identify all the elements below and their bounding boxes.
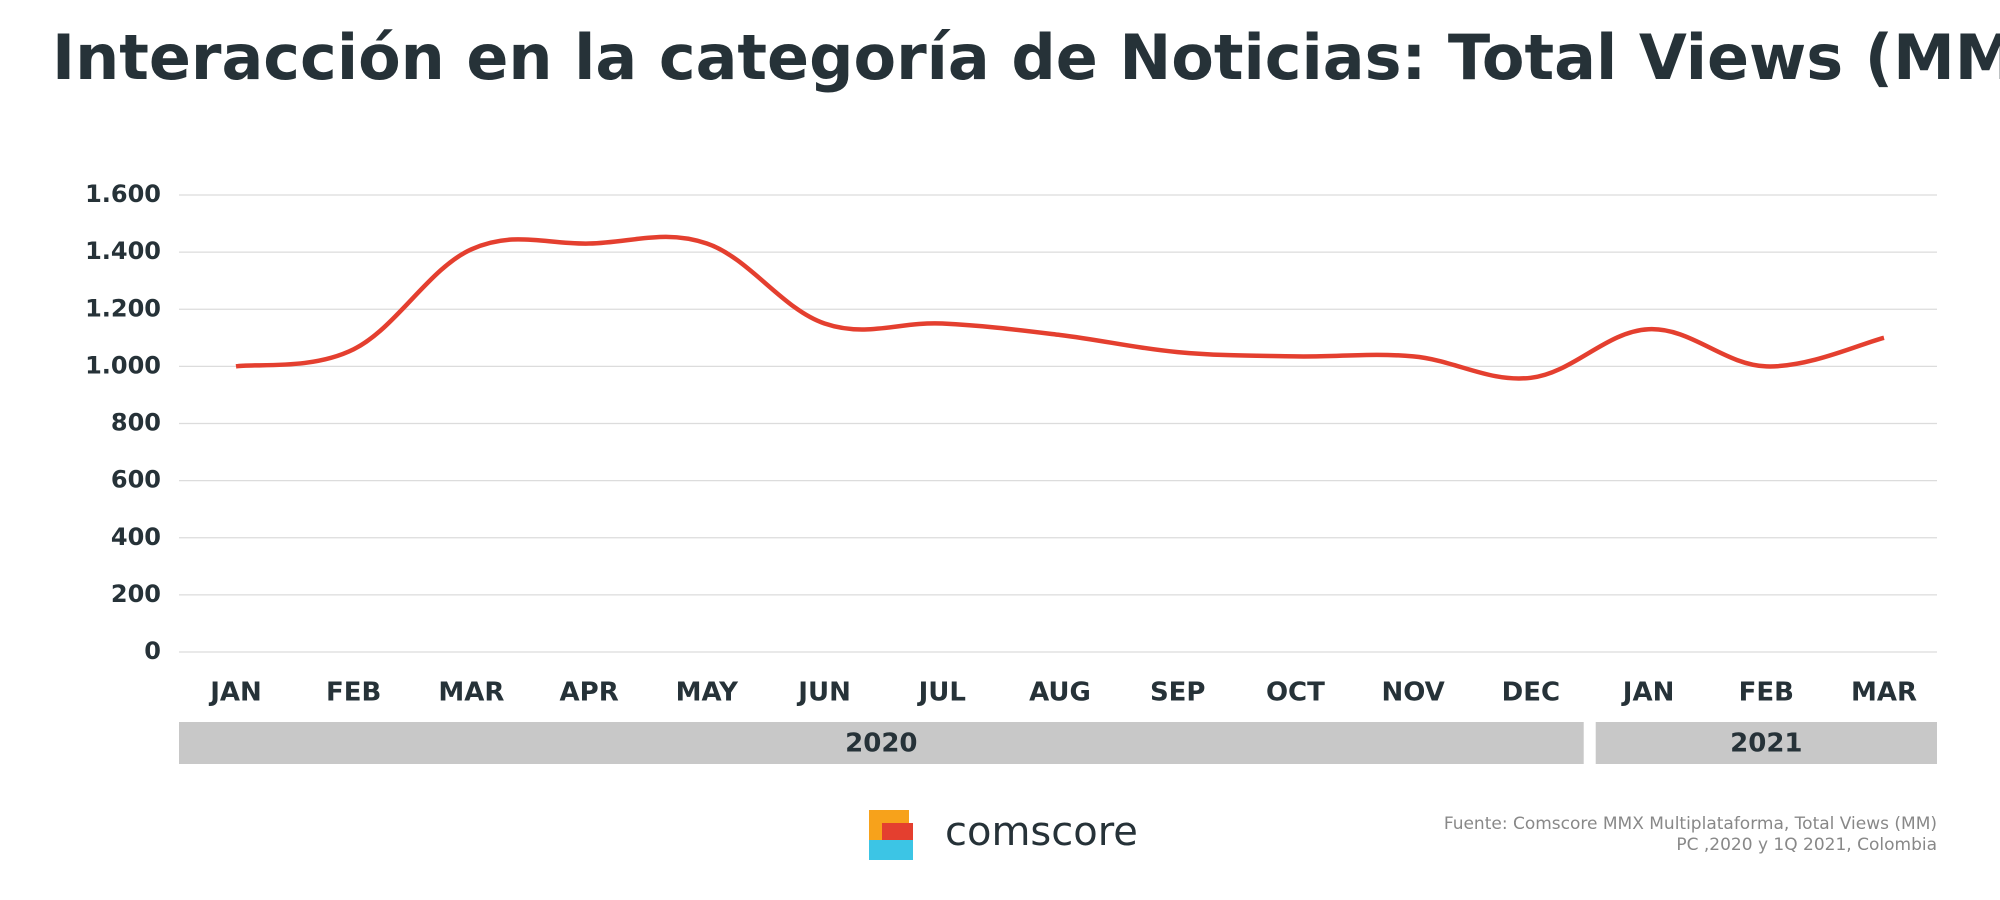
x-tick-label: OCT	[1266, 678, 1325, 708]
x-tick-label: JAN	[1621, 678, 1675, 708]
y-tick-label: 600	[111, 466, 161, 494]
year-band	[1595, 722, 1937, 764]
y-tick-label: 0	[144, 637, 161, 665]
y-tick-label: 1.200	[85, 294, 161, 322]
x-tick-label: MAY	[676, 678, 740, 708]
series-line	[235, 234, 1885, 381]
y-tick-label: 1.000	[85, 351, 161, 379]
x-tick-label: AUG	[1029, 678, 1091, 708]
x-tick-label: FEB	[1739, 678, 1794, 708]
brand-logo	[869, 810, 913, 860]
x-tick-label: FEB	[326, 678, 381, 708]
x-tick-label: APR	[560, 678, 619, 708]
y-tick-label: 400	[111, 523, 161, 551]
y-tick-label: 1.600	[85, 180, 161, 208]
source-line: Fuente: Comscore MMX Multiplataforma, To…	[1444, 814, 1937, 834]
year-label: 2020	[845, 729, 917, 759]
x-tick-label: DEC	[1502, 678, 1560, 708]
y-tick-label: 200	[111, 580, 161, 608]
x-tick-label: JUL	[917, 678, 966, 708]
x-tick-label: SEP	[1150, 678, 1206, 708]
y-tick-label: 800	[111, 409, 161, 437]
x-tick-label: JAN	[208, 678, 262, 708]
x-tick-label: JUN	[796, 678, 851, 708]
source-line: PC ,2020 y 1Q 2021, Colombia	[1676, 835, 1937, 855]
x-tick-label: MAR	[438, 678, 504, 708]
y-tick-label: 1.400	[85, 237, 161, 265]
x-tick-label: MAR	[1851, 678, 1917, 708]
year-label: 2021	[1730, 729, 1802, 759]
year-band	[179, 722, 1584, 764]
brand-name: comscore	[945, 809, 1138, 855]
x-tick-label: NOV	[1381, 678, 1444, 708]
chart-title: Interacción en la categoría de Noticias:…	[52, 21, 2000, 94]
